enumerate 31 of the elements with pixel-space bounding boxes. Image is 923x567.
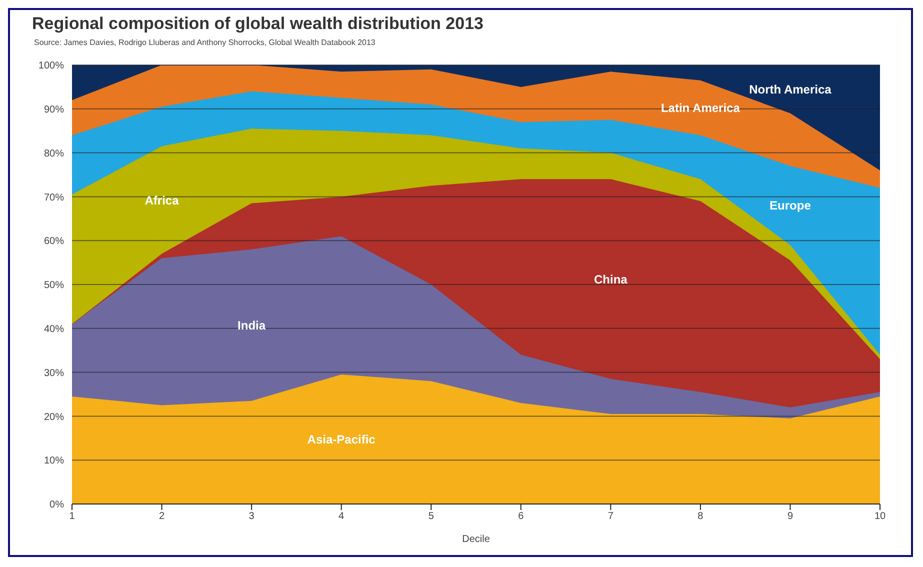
- y-tick-label: 100%: [38, 60, 64, 72]
- y-tick-label: 0%: [50, 500, 64, 511]
- series-label: India: [238, 318, 266, 332]
- series-label: North America: [749, 82, 832, 96]
- source-note: Source: James Davies, Rodrigo Lluberas and Anthony Shorrocks, Global Wealth Databook 2013: [33, 37, 376, 47]
- x-tick-label: 1: [69, 511, 76, 522]
- y-tick-label: 70%: [44, 192, 64, 204]
- y-tick-label: 30%: [44, 368, 64, 379]
- y-tick-label: 80%: [44, 148, 64, 160]
- x-tick-label: 4: [338, 511, 345, 522]
- x-tick-label: 2: [158, 511, 165, 522]
- x-tick-label: 10: [874, 511, 886, 522]
- x-tick-label: 3: [248, 511, 255, 522]
- x-tick-label: 9: [787, 511, 794, 522]
- x-tick-label: 5: [428, 511, 434, 522]
- series-label: Europe: [770, 198, 812, 213]
- x-tick-label: 7: [608, 511, 614, 522]
- y-tick-label: 20%: [44, 412, 64, 423]
- series-label: Asia-Pacific: [307, 432, 376, 447]
- chart-title: Regional composition of global wealth distribution 2013: [31, 13, 484, 34]
- series-label: China: [594, 272, 628, 286]
- series-label: Africa: [144, 193, 180, 208]
- y-tick-label: 40%: [44, 324, 64, 335]
- y-tick-label: 90%: [44, 104, 64, 116]
- series-label: Latin America: [660, 101, 740, 116]
- y-tick-label: 50%: [44, 280, 64, 292]
- y-tick-label: 10%: [44, 456, 64, 467]
- x-axis-title: Decile: [462, 534, 490, 545]
- x-tick-label: 6: [518, 511, 524, 522]
- y-tick-label: 60%: [44, 236, 64, 248]
- x-tick-label: 8: [698, 511, 704, 522]
